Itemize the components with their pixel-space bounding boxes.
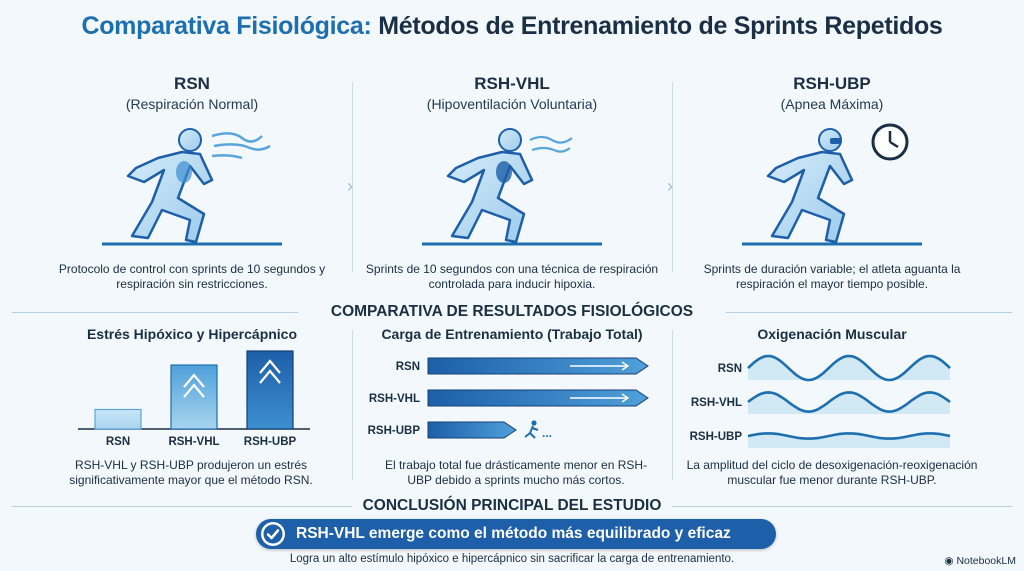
oxygen-wave-rsh-ubp bbox=[747, 432, 951, 440]
conclusion-detail: Logra un alto estímulo hipóxico e hiperc… bbox=[289, 553, 735, 565]
results-heading: COMPARATIVA DE RESULTADOS FISIOLÓGICOS bbox=[330, 303, 694, 320]
oxygen-panel-title: Oxigenación Muscular bbox=[757, 326, 907, 342]
method-name: RSH-VHL bbox=[474, 74, 550, 93]
oxygenation-wave-chart: RSN RSH-VHL RSH-UBP bbox=[690, 354, 951, 448]
runner-breathing-icon bbox=[102, 128, 282, 246]
brand-mark-icon: ◉ bbox=[944, 555, 957, 567]
stress-bar-label: RSH-UBP bbox=[244, 436, 297, 448]
load-arrow-rsn bbox=[427, 357, 649, 375]
stress-bar-chart: RSN RSH-VHL RSH-UBP bbox=[78, 350, 310, 448]
oxygen-label: RSH-UBP bbox=[690, 431, 743, 443]
brand-logo: ◉ NotebookLM bbox=[944, 555, 1016, 567]
divider-line bbox=[12, 506, 352, 507]
oxygen-label: RSH-VHL bbox=[691, 397, 742, 409]
load-label: RSH-VHL bbox=[369, 393, 420, 405]
conclusion-main: RSH-VHL emerge como el método más equili… bbox=[296, 525, 731, 542]
method-description: Sprints de 10 segundos con una técnica d… bbox=[365, 262, 659, 291]
oxygen-panel-description: La amplitud del ciclo de desoxigenación-… bbox=[686, 458, 978, 487]
conclusion-banner: RSH-VHL emerge como el método más equili… bbox=[256, 519, 776, 549]
check-circle-icon bbox=[261, 522, 285, 546]
runner-apnea-clock-icon bbox=[742, 123, 922, 246]
brand-label: NotebookLM bbox=[956, 555, 1016, 567]
oxygen-wave-rsh-vhl bbox=[747, 391, 951, 413]
method-subtitle: (Hipoventilación Voluntaria) bbox=[426, 96, 598, 112]
stress-bar-label: RSH-VHL bbox=[168, 436, 219, 448]
method-name: RSH-UBP bbox=[793, 74, 871, 93]
method-subtitle: (Apnea Máxima) bbox=[780, 96, 884, 112]
divider-line bbox=[726, 312, 1012, 313]
conclusion-heading: CONCLUSIÓN PRINCIPAL DEL ESTUDIO bbox=[362, 497, 662, 514]
runner-hypoventilation-icon bbox=[422, 128, 602, 246]
method-description: Sprints de duración variable; el atleta … bbox=[703, 262, 961, 291]
oxygen-wave-rsn bbox=[747, 354, 951, 382]
load-label: RSN bbox=[396, 361, 420, 373]
chevron-right-icon: › bbox=[667, 176, 673, 196]
load-arrow-rsh-ubp bbox=[427, 421, 517, 439]
load-arrow-rsh-vhl bbox=[427, 389, 649, 407]
panel-divider bbox=[352, 330, 353, 480]
method-column-rsh-vhl: RSH-VHL (Hipoventilación Voluntaria) Spr… bbox=[362, 74, 662, 291]
oxygen-area-rsh-ubp bbox=[748, 433, 950, 448]
divider-line bbox=[672, 506, 1012, 507]
method-column-rsh-ubp: RSH-UBP (Apnea Máxima) Sprints de duraci… bbox=[682, 74, 982, 291]
title-part-2: Métodos de Entrenamiento de Sprints Repe… bbox=[378, 12, 943, 40]
load-panel-title: Carga de Entrenamiento (Trabajo Total) bbox=[381, 326, 643, 342]
divider-line bbox=[12, 312, 298, 313]
load-panel-description: El trabajo total fue drásticamente menor… bbox=[384, 458, 648, 487]
panel-divider bbox=[672, 330, 673, 480]
load-arrow-chart: RSN RSH-VHL RSH-UBP... bbox=[368, 357, 649, 440]
up-chevron-icon bbox=[259, 359, 281, 384]
arrow-right-icon bbox=[570, 393, 630, 403]
arrow-right-icon bbox=[570, 361, 630, 371]
column-divider bbox=[672, 82, 673, 272]
stress-panel-description: RSH-VHL y RSH-UBP produjeron un estrés s… bbox=[69, 458, 313, 487]
load-label: RSH-UBP bbox=[368, 425, 421, 437]
title-part-1: Comparativa Fisiológica: bbox=[81, 12, 372, 40]
page-title: Comparativa Fisiológica: Métodos de Entr… bbox=[0, 12, 1024, 41]
method-subtitle: (Respiración Normal) bbox=[125, 96, 259, 112]
column-divider bbox=[352, 82, 353, 272]
ellipsis-mark: ... bbox=[542, 426, 552, 440]
oxygen-label: RSN bbox=[718, 363, 742, 375]
chevron-right-icon: › bbox=[347, 176, 353, 196]
method-column-rsn: RSN (Respiración Normal) Protocolo de co… bbox=[42, 74, 342, 291]
oxygen-area-rsh-vhl bbox=[748, 392, 950, 414]
method-description: Protocolo de control con sprints de 10 s… bbox=[58, 262, 326, 291]
runner-short-icon bbox=[524, 420, 539, 439]
stress-bar-rsn bbox=[94, 408, 142, 430]
oxygen-area-rsn bbox=[748, 356, 950, 380]
stress-bar-rsh-ubp bbox=[246, 350, 294, 430]
up-chevron-icon bbox=[183, 373, 205, 398]
method-name: RSN bbox=[174, 74, 210, 93]
stress-panel-title: Estrés Hipóxico y Hipercápnico bbox=[86, 326, 298, 342]
stress-bar-label: RSN bbox=[106, 436, 130, 448]
